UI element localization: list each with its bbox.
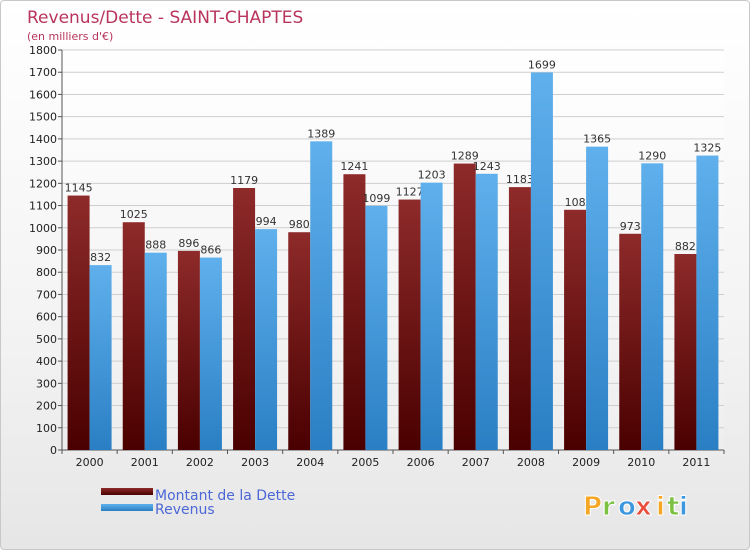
data-label-debt: 973: [620, 220, 641, 233]
x-tick-label: 2007: [462, 456, 490, 469]
chart-title: Revenus/Dette - SAINT-CHAPTES: [27, 8, 303, 28]
data-label-revenue: 1099: [362, 192, 390, 205]
bar-revenue: [586, 146, 609, 450]
bar-debt: [453, 163, 476, 451]
bar-revenue: [530, 72, 553, 450]
bar-debt: [288, 232, 311, 450]
logo-letter: r: [602, 492, 615, 522]
bar-revenue: [696, 155, 719, 451]
logo-letter: x: [635, 492, 652, 522]
y-tick-label: 1400: [29, 133, 57, 146]
bar-revenue: [89, 265, 112, 450]
bar-debt: [398, 199, 421, 450]
bar-debt: [177, 250, 200, 450]
x-tick-label: 2011: [682, 456, 710, 469]
bar-revenue: [310, 141, 333, 451]
bar-debt: [619, 233, 642, 450]
x-tick-label: 2008: [517, 456, 545, 469]
y-tick-label: 1800: [29, 44, 57, 57]
y-tick-label: 200: [36, 400, 57, 413]
legend-swatch-revenue: [101, 504, 153, 511]
bar-revenue: [199, 257, 222, 450]
legend-label-debt: Montant de la Dette: [155, 488, 295, 504]
data-label-debt: 108: [565, 196, 586, 209]
bar-revenue: [420, 182, 443, 450]
bar-debt: [122, 222, 145, 450]
data-label-revenue: 1699: [528, 58, 556, 71]
data-label-debt: 1241: [340, 160, 368, 173]
data-label-debt: 1289: [451, 150, 479, 163]
data-label-revenue: 1389: [307, 127, 335, 140]
data-label-revenue: 1290: [638, 149, 666, 162]
data-label-revenue: 888: [145, 239, 166, 252]
x-tick-label: 2004: [296, 456, 324, 469]
y-tick-label: 1600: [29, 88, 57, 101]
y-tick-label: 0: [50, 444, 57, 457]
x-tick-label: 2010: [627, 456, 655, 469]
logo-letter: t: [667, 492, 679, 522]
legend: Montant de la Dette Revenus: [101, 488, 295, 518]
data-label-revenue: 1203: [418, 169, 446, 182]
data-label-revenue: 994: [256, 215, 277, 228]
bar-revenue: [144, 252, 167, 450]
y-tick-label: 800: [36, 266, 57, 279]
chart-subtitle: (en milliers d'€): [27, 30, 113, 43]
bar-debt: [67, 195, 90, 450]
logo-letter: P: [583, 492, 602, 522]
x-tick-label: 2005: [351, 456, 379, 469]
y-tick-label: 600: [36, 311, 57, 324]
y-tick-label: 400: [36, 355, 57, 368]
y-tick-label: 1200: [29, 177, 57, 190]
bar-revenue: [641, 163, 664, 451]
bar-revenue: [255, 229, 278, 450]
data-label-debt: 1145: [65, 182, 93, 195]
logo-letter: i: [656, 492, 665, 522]
bar-debt: [508, 187, 531, 450]
bar-debt: [343, 174, 366, 450]
data-label-debt: 882: [675, 240, 696, 253]
bar-debt: [674, 254, 697, 450]
data-label-debt: 1183: [506, 173, 534, 186]
y-tick-label: 300: [36, 377, 57, 390]
x-tick-label: 2002: [186, 456, 214, 469]
bar-revenue: [475, 173, 498, 450]
y-tick-label: 700: [36, 288, 57, 301]
data-label-revenue: 832: [90, 251, 111, 264]
x-tick-label: 2000: [76, 456, 104, 469]
data-label-debt: 896: [178, 237, 199, 250]
y-tick-label: 100: [36, 422, 57, 435]
y-tick-label: 1300: [29, 155, 57, 168]
x-tick-label: 2001: [131, 456, 159, 469]
y-tick-label: 1000: [29, 222, 57, 235]
y-tick-label: 1500: [29, 111, 57, 124]
logo-letter: o: [618, 492, 636, 522]
x-tick-label: 2003: [241, 456, 269, 469]
data-label-revenue: 1325: [693, 142, 721, 155]
data-label-debt: 1025: [120, 208, 148, 221]
data-label-revenue: 866: [200, 244, 221, 257]
legend-swatch-debt: [101, 488, 153, 495]
bar-debt: [233, 188, 256, 450]
y-tick-label: 900: [36, 244, 57, 257]
data-label-debt: 1179: [230, 174, 258, 187]
data-label-debt: 980: [289, 218, 310, 231]
y-tick-label: 500: [36, 333, 57, 346]
y-tick-label: 1700: [29, 66, 57, 79]
y-tick-label: 1100: [29, 200, 57, 213]
legend-label-revenue: Revenus: [155, 502, 215, 518]
x-tick-label: 2009: [572, 456, 600, 469]
logo-letter: i: [679, 492, 688, 522]
data-label-debt: 1127: [396, 186, 424, 199]
data-label-revenue: 1365: [583, 133, 611, 146]
bar-debt: [564, 209, 587, 450]
bar-revenue: [365, 205, 388, 450]
x-tick-label: 2006: [407, 456, 435, 469]
data-label-revenue: 1243: [473, 160, 501, 173]
